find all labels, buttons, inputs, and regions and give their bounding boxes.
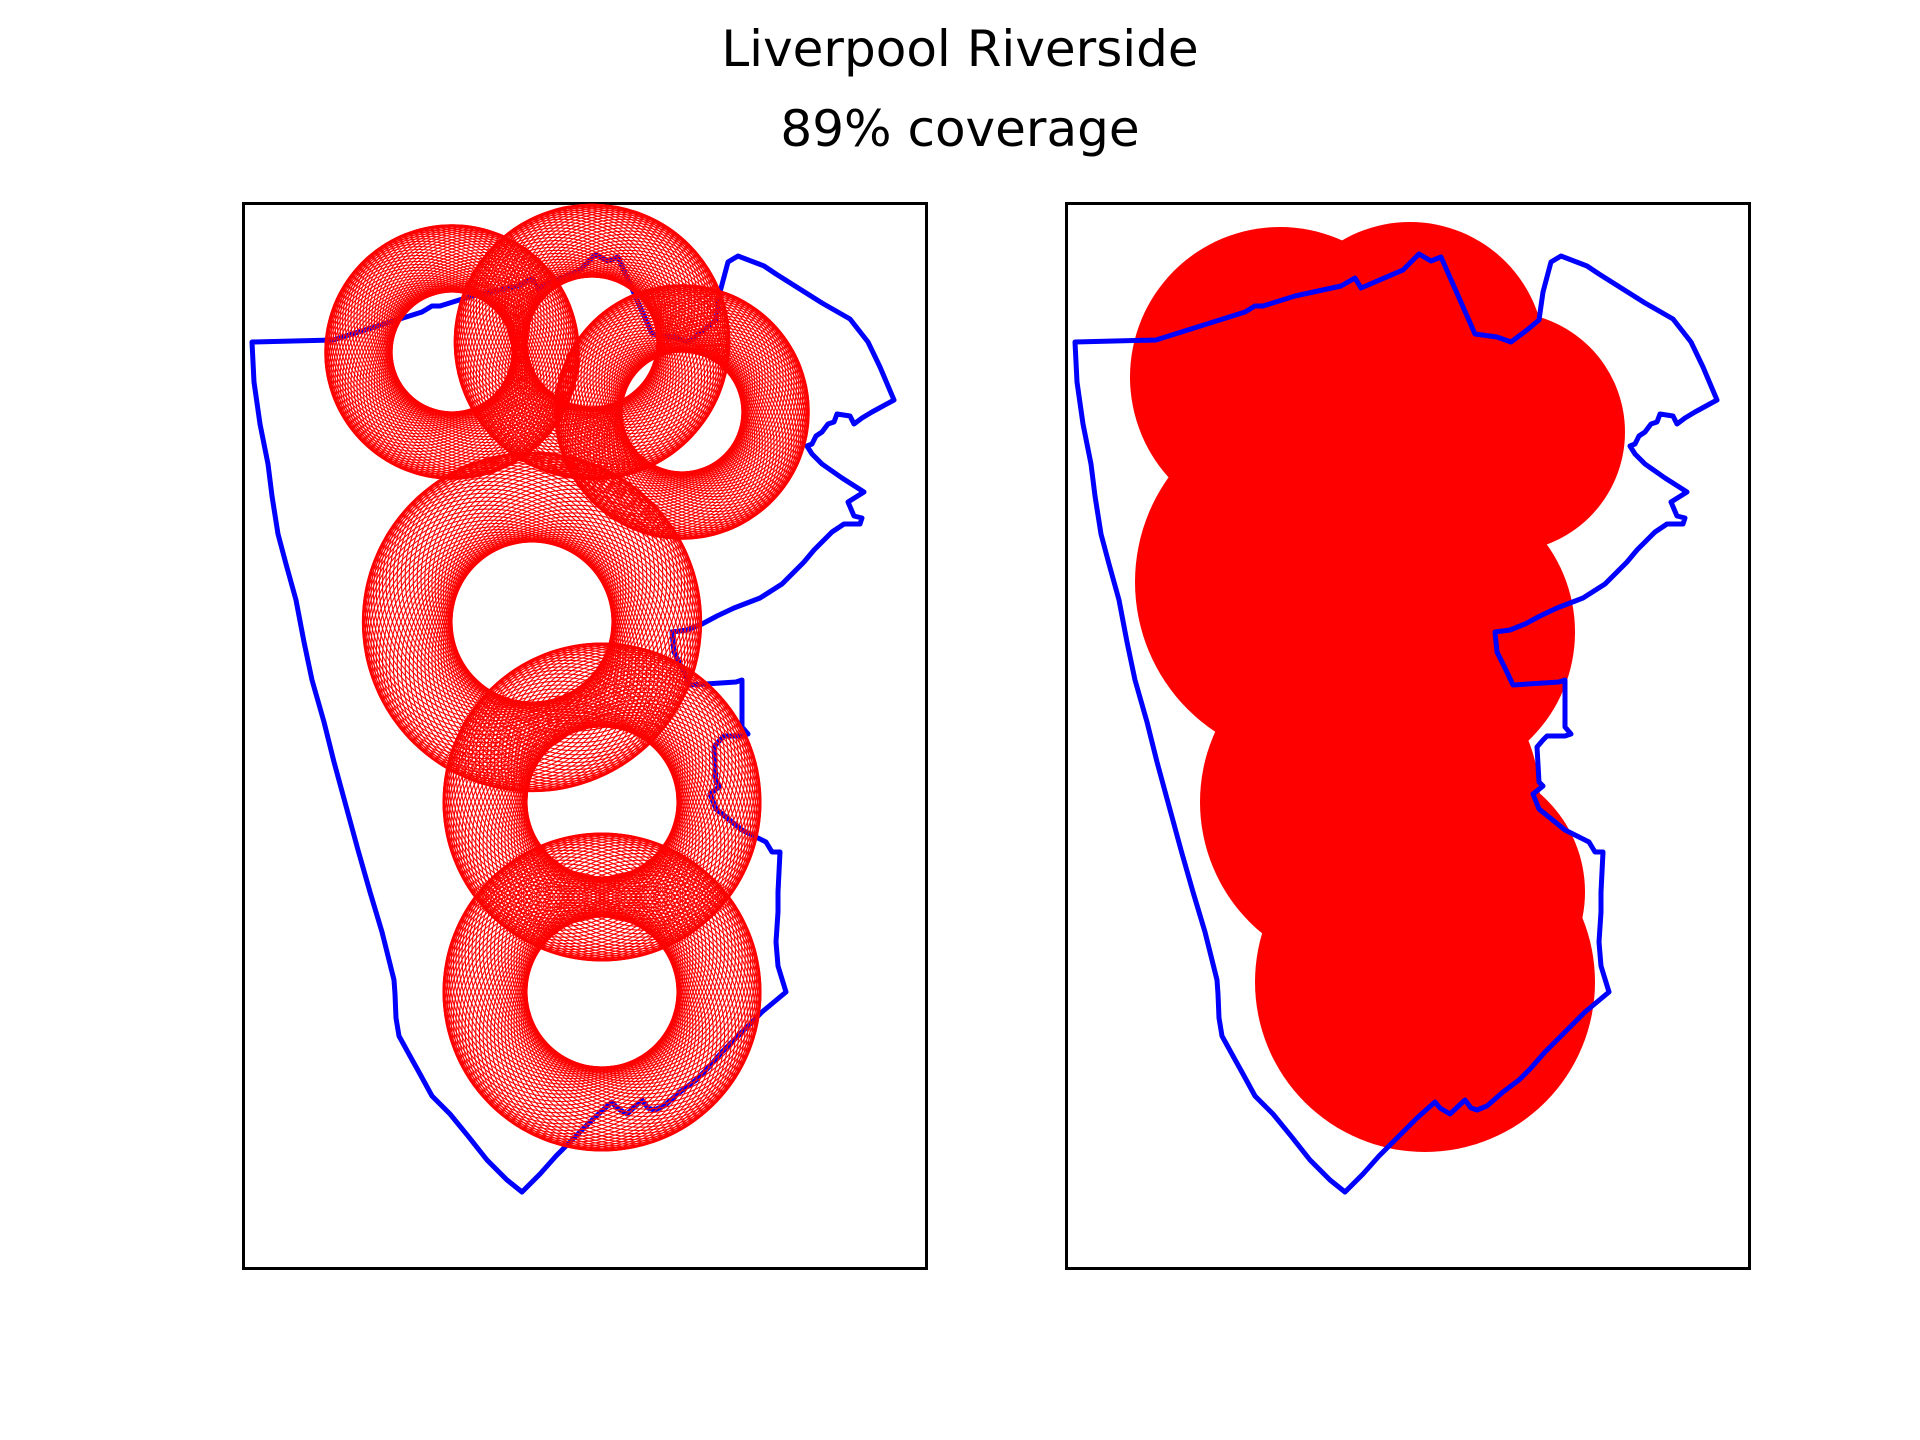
coverage-circle [365, 225, 554, 414]
coverage-circle [467, 645, 704, 881]
coverage-circle [504, 647, 740, 883]
coverage-circle [621, 314, 810, 504]
coverage-circle [516, 656, 752, 892]
coverage-circle [500, 723, 737, 959]
coverage-circle [522, 666, 758, 902]
coverage-circle [445, 859, 681, 1095]
coverage-circle [329, 240, 518, 429]
coverage-circle [510, 651, 746, 887]
coverage-circle [603, 288, 793, 477]
coverage-circle [455, 904, 691, 1140]
coverage-circle [559, 300, 748, 489]
coverage-circle [368, 225, 557, 415]
coverage-circle [518, 849, 754, 1085]
coverage-circle [513, 844, 749, 1080]
coverage-circle [467, 723, 704, 959]
coverage-circle [368, 473, 619, 725]
coverage-circle [424, 455, 675, 707]
coverage-circle [378, 231, 568, 420]
coverage-circle [616, 300, 805, 489]
coverage-circle [500, 645, 737, 881]
coverage-circle [516, 846, 752, 1082]
coverage-circle [613, 295, 802, 485]
coverage-circle-outlines [324, 203, 810, 1152]
chart-subtitle: 89% coverage [780, 100, 1140, 158]
coverage-circle [555, 308, 744, 498]
coverage-circle [450, 849, 686, 1085]
coverage-circle [601, 286, 790, 476]
coverage-blob [1325, 762, 1585, 1022]
coverage-circle [362, 488, 614, 740]
coverage-circle [497, 834, 733, 1070]
coverage-filled-area [1130, 222, 1625, 1152]
coverage-circle [490, 832, 726, 1068]
coverage-circle [386, 240, 575, 429]
coverage-circle [376, 229, 565, 419]
coverage-circle [388, 243, 577, 432]
coverage-circle [556, 306, 745, 495]
coverage-circle [467, 913, 704, 1149]
coverage-circle [443, 863, 680, 1099]
coverage-circle [493, 643, 729, 879]
coverage-circle [522, 856, 758, 1092]
coverage-circle [448, 852, 684, 1089]
coverage-circle [520, 852, 756, 1089]
coverage-circle [606, 289, 795, 479]
coverage-circle [455, 714, 691, 950]
region-boundary [1072, 251, 1720, 1195]
coverage-circle [524, 673, 761, 909]
coverage-circle [371, 226, 560, 416]
coverage-circle [595, 285, 784, 474]
coverage-circle [471, 724, 707, 960]
coverage-circle [464, 266, 669, 471]
coverage-circle [500, 835, 737, 1071]
coverage-circle [608, 291, 798, 480]
coverage-circle [520, 662, 756, 899]
coverage-circle [618, 303, 807, 492]
coverage-circle [385, 238, 574, 427]
coverage-circle [526, 870, 762, 1106]
coverage-circle [452, 656, 688, 892]
coverage-circle [437, 464, 689, 715]
coverage-circle [615, 298, 804, 487]
coverage-circle [471, 914, 707, 1150]
coverage-circle [524, 863, 761, 1099]
coverage-circle [493, 833, 729, 1069]
coverage-circle [467, 835, 704, 1071]
coverage-circle [620, 308, 809, 498]
coverage-circle [523, 859, 759, 1095]
coverage-circle [431, 459, 683, 710]
coverage-circle [507, 839, 743, 1075]
coverage-circle [334, 282, 523, 471]
coverage-circle [449, 484, 701, 736]
coverage-circle [448, 662, 684, 899]
coverage-circle [437, 529, 689, 780]
coverage-circle [452, 846, 688, 1082]
coverage-circle [510, 841, 746, 1077]
coverage-circle [375, 464, 627, 715]
coverage-circle [440, 467, 692, 718]
coverage-circle [564, 342, 753, 531]
coverage-circle [416, 452, 668, 704]
coverage-circle [381, 233, 570, 422]
coverage-circle [458, 221, 663, 426]
coverage-circle [525, 230, 730, 435]
coverage-circle [619, 306, 808, 495]
coverage-circle [443, 673, 680, 909]
coverage-circle [451, 492, 702, 744]
coverage-circle [522, 224, 727, 429]
right-panel-filled-coverage [1065, 202, 1751, 1270]
coverage-circle [513, 654, 749, 890]
chart-title: Liverpool Riverside [721, 20, 1199, 78]
coverage-circle [500, 913, 737, 1149]
coverage-circle [598, 285, 787, 475]
left-panel-outline-circles [242, 202, 928, 1270]
coverage-circle [611, 293, 800, 482]
coverage-circle [373, 228, 563, 417]
coverage-circle [504, 837, 740, 1073]
coverage-circle [383, 235, 572, 425]
coverage-circle [526, 680, 762, 916]
